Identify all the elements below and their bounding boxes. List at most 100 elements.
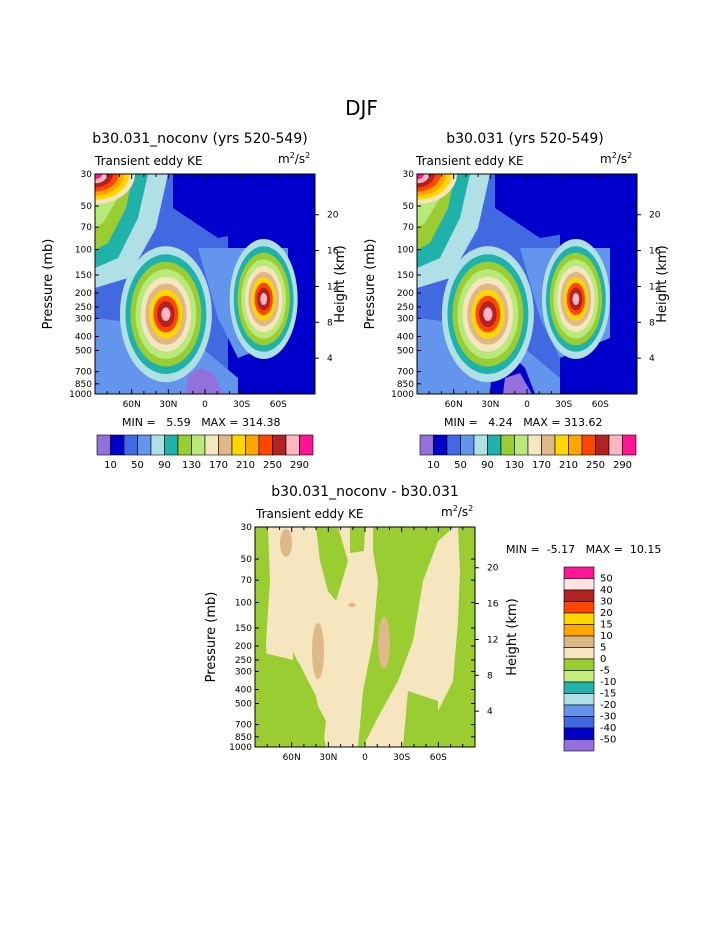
y-tick-label: 1000 bbox=[69, 390, 92, 400]
colorbar-swatch bbox=[563, 566, 595, 579]
y-tick-label: 70 bbox=[241, 576, 253, 586]
panel3-region-east bbox=[428, 527, 475, 747]
y-tick-label: 100 bbox=[397, 246, 414, 256]
y-tick-label: 150 bbox=[397, 271, 414, 281]
colorbar-label: 10 bbox=[104, 460, 117, 471]
panel3-contours bbox=[255, 527, 475, 747]
y-tick-label: 70 bbox=[81, 223, 93, 233]
x-tick-label: 30S bbox=[393, 753, 410, 763]
panel1-title: b30.031_noconv (yrs 520-549) bbox=[92, 131, 308, 147]
colorbar-swatch bbox=[299, 434, 314, 456]
colorbar-swatch bbox=[554, 434, 569, 456]
panel3-pos-anomaly-1 bbox=[280, 529, 292, 557]
panel2-x-axis: 60N 30N 0 30S 60S bbox=[428, 174, 626, 410]
colorbar-swatch bbox=[110, 434, 125, 456]
panel3-pos-anomaly-4 bbox=[348, 603, 356, 607]
panel2-colorbar: 10 50 90 130 170 210 250 290 bbox=[419, 434, 637, 471]
colorbar-label: 90 bbox=[481, 460, 494, 471]
colorbar-swatch bbox=[245, 434, 260, 456]
panel3-ylabel: Pressure (mb) bbox=[204, 592, 219, 683]
panel3-region-se bbox=[403, 691, 438, 747]
y-tick-label: 50 bbox=[81, 202, 93, 212]
colorbar-label: 50 bbox=[454, 460, 467, 471]
y-tick-label: 250 bbox=[397, 303, 414, 313]
colorbar-swatch bbox=[563, 624, 595, 637]
colorbar-label: -10 bbox=[600, 677, 616, 688]
colorbar-swatch bbox=[563, 647, 595, 660]
y-tick-label: 850 bbox=[235, 733, 252, 743]
contour-band bbox=[483, 307, 493, 321]
y2-tick-label: 12 bbox=[327, 282, 338, 292]
colorbar-label: 15 bbox=[600, 620, 613, 631]
colorbar-label: 170 bbox=[209, 460, 228, 471]
panel2-peaks bbox=[417, 174, 610, 383]
y-tick-label: 150 bbox=[235, 624, 252, 634]
y-tick-label: 30 bbox=[403, 170, 415, 180]
y-tick-label: 300 bbox=[397, 314, 414, 324]
y-tick-label: 400 bbox=[75, 333, 92, 343]
colorbar-swatch bbox=[96, 434, 111, 456]
colorbar-label: 20 bbox=[600, 608, 613, 619]
panel3-pos-anomaly-3 bbox=[378, 617, 390, 669]
x-tick-label: 60N bbox=[445, 400, 463, 410]
colorbar-label: -5 bbox=[600, 666, 610, 677]
colorbar-swatch bbox=[123, 434, 138, 456]
y-tick-label: 200 bbox=[75, 289, 92, 299]
colorbar-swatch bbox=[563, 635, 595, 648]
colorbar-swatch bbox=[446, 434, 461, 456]
colorbar-label: -15 bbox=[600, 689, 616, 700]
x-tick-label: 0 bbox=[362, 753, 368, 763]
colorbar-swatch bbox=[218, 434, 233, 456]
panel1-ylabel: Pressure (mb) bbox=[41, 239, 56, 330]
colorbar-label: -40 bbox=[600, 723, 616, 734]
colorbar-label: 250 bbox=[586, 460, 605, 471]
colorbar-swatch bbox=[164, 434, 179, 456]
contour-band bbox=[417, 174, 424, 180]
y-tick-label: 500 bbox=[235, 700, 252, 710]
colorbar-swatch bbox=[563, 716, 595, 729]
colorbar-label: 10 bbox=[427, 460, 440, 471]
panel1-region-sfc-min bbox=[186, 368, 223, 394]
panel1-y2-axis: 20 16 12 8 4 bbox=[315, 211, 339, 364]
panel3-y2label: Height (km) bbox=[505, 598, 520, 675]
panel2-y2-axis: 20 16 12 8 4 bbox=[637, 211, 661, 364]
panel2-subtitle: Transient eddy KE bbox=[416, 154, 524, 168]
colorbar-label: 130 bbox=[182, 460, 201, 471]
y-tick-label: 700 bbox=[75, 368, 92, 378]
panel3-y2-axis: 20 16 12 8 4 bbox=[475, 564, 499, 717]
y-tick-label: 200 bbox=[235, 642, 252, 652]
y-tick-label: 100 bbox=[235, 599, 252, 609]
contour-band bbox=[95, 174, 102, 180]
x-tick-label: 30N bbox=[481, 400, 499, 410]
colorbar-label: 10 bbox=[600, 631, 613, 642]
y2-tick-label: 4 bbox=[487, 707, 493, 717]
y2-tick-label: 8 bbox=[327, 318, 333, 328]
y2-tick-label: 16 bbox=[327, 247, 339, 257]
panel3-subtitle: Transient eddy KE bbox=[256, 507, 364, 521]
colorbar-swatch bbox=[563, 681, 595, 694]
colorbar-swatch bbox=[563, 612, 595, 625]
colorbar-swatch bbox=[231, 434, 246, 456]
colorbar-swatch bbox=[595, 434, 610, 456]
panel3-units: m2/s2 bbox=[441, 504, 474, 519]
colorbar-swatch bbox=[204, 434, 219, 456]
colorbar-label: 130 bbox=[505, 460, 524, 471]
panel2-minmax: MIN = 4.24 MAX = 313.62 bbox=[444, 416, 603, 429]
colorbar-swatch bbox=[433, 434, 448, 456]
x-tick-label: 0 bbox=[524, 400, 530, 410]
colorbar-swatch bbox=[568, 434, 583, 456]
figure-title: DJF bbox=[345, 96, 378, 120]
colorbar-swatch bbox=[137, 434, 152, 456]
panel1-colorbar: 10 50 90 130 170 210 250 290 bbox=[96, 434, 314, 471]
y-tick-label: 300 bbox=[75, 314, 92, 324]
colorbar-label: 5 bbox=[600, 643, 606, 654]
colorbar-label: -20 bbox=[600, 700, 616, 711]
panel2-units: m2/s2 bbox=[600, 151, 633, 166]
y-tick-label: 30 bbox=[241, 523, 253, 533]
panel1-region-top-deep bbox=[173, 174, 268, 238]
